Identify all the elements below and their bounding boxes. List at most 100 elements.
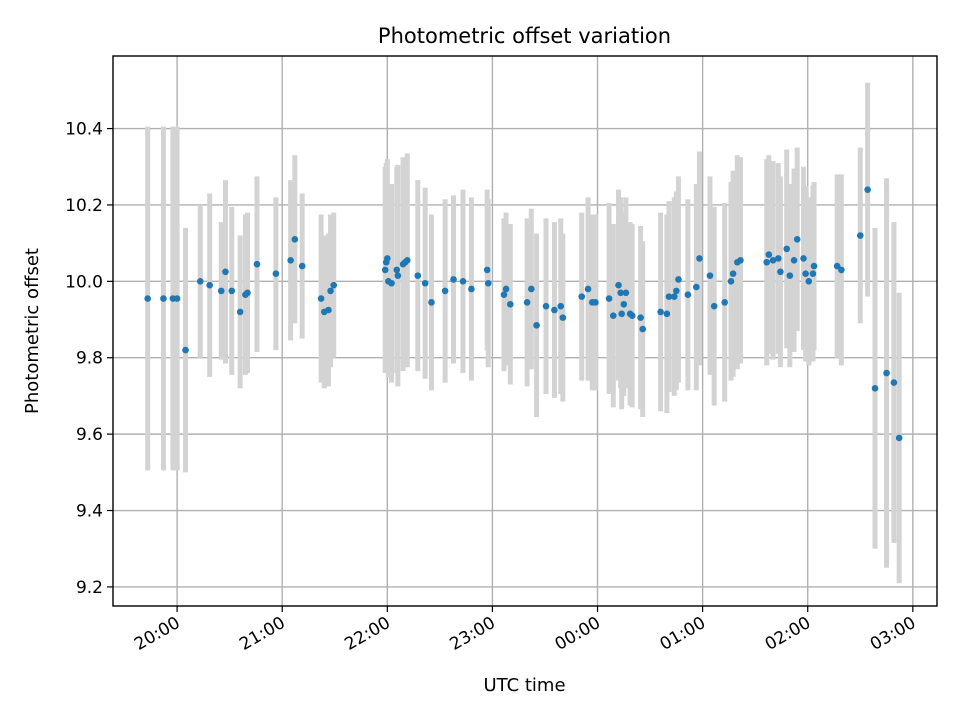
data-point — [684, 291, 692, 299]
y-tick-label: 9.6 — [76, 425, 103, 445]
data-point — [890, 379, 898, 386]
data-point — [675, 276, 682, 283]
data-point — [774, 255, 782, 262]
data-point — [883, 369, 890, 377]
data-point — [578, 293, 586, 300]
x-tick-label: 23:00 — [446, 613, 498, 655]
data-point — [615, 281, 622, 289]
data-point — [403, 257, 411, 264]
data-point — [786, 272, 794, 279]
plot-frame — [112, 55, 938, 607]
x-tick-label: 03:00 — [867, 613, 919, 655]
data-point — [441, 287, 449, 295]
data-point — [253, 260, 261, 268]
data-point — [710, 302, 718, 310]
y-tick-label: 9.4 — [76, 502, 103, 522]
data-point — [793, 236, 801, 243]
y-tick-label: 10.0 — [65, 272, 103, 292]
data-point — [584, 285, 592, 293]
y-axis-ticks: 9.2 9.4 9.6 9.8 10.0 10.2 10.4 — [65, 120, 113, 598]
y-tick-label: 10.4 — [65, 120, 103, 140]
x-tick-label: 01:00 — [657, 613, 709, 655]
data-point — [244, 289, 251, 297]
data-point — [428, 299, 435, 306]
data-point — [639, 325, 647, 333]
data-point — [729, 270, 737, 278]
data-point — [833, 262, 841, 270]
data-point — [222, 268, 229, 276]
data-point — [637, 314, 644, 321]
data-point — [384, 255, 391, 262]
data-point — [393, 266, 401, 274]
data-point — [871, 384, 879, 392]
data-point — [557, 302, 565, 310]
data-point — [291, 236, 299, 243]
y-tick-label: 10.2 — [65, 196, 103, 216]
data-point — [196, 278, 204, 285]
data-point — [394, 272, 402, 279]
data-point — [298, 262, 306, 270]
x-axis-ticks: 20:00 21:00 22:00 23:00 00:00 01:00 02:00 03:00 — [131, 606, 919, 655]
data-point — [217, 287, 225, 295]
data-point — [236, 308, 244, 316]
data-point — [800, 255, 807, 262]
data-point — [665, 293, 673, 300]
data-point — [657, 308, 664, 316]
data-point — [388, 279, 395, 287]
y-tick-label: 9.8 — [76, 349, 103, 369]
data-point — [805, 278, 813, 285]
x-tick-label: 22:00 — [341, 613, 393, 655]
x-tick-label: 21:00 — [236, 613, 288, 655]
data-point — [783, 245, 791, 253]
data-point — [790, 257, 798, 264]
x-tick-label: 00:00 — [552, 613, 604, 655]
data-point — [502, 285, 510, 293]
data-point — [523, 299, 531, 306]
data-point — [528, 285, 535, 293]
data-point — [533, 321, 540, 329]
data-point — [381, 266, 389, 274]
data-point — [551, 306, 558, 314]
x-axis-label: UTC time — [483, 675, 565, 696]
data-point — [287, 257, 294, 264]
data-point — [620, 300, 628, 308]
data-point — [450, 276, 457, 283]
data-point — [628, 312, 636, 320]
data-point — [721, 299, 728, 306]
data-point — [317, 295, 325, 302]
data-point — [542, 302, 550, 310]
data-point — [330, 281, 338, 289]
data-point — [325, 306, 332, 314]
data-point — [809, 270, 817, 278]
data-point — [206, 281, 213, 289]
data-point — [618, 310, 625, 318]
data-point — [693, 283, 700, 291]
data-point — [763, 258, 771, 266]
data-point — [182, 346, 189, 354]
data-points — [144, 186, 903, 442]
data-point — [605, 295, 613, 302]
data-point — [696, 255, 703, 262]
data-point — [777, 268, 784, 276]
data-point — [727, 278, 735, 285]
data-point — [622, 289, 630, 297]
data-point — [459, 278, 467, 285]
data-point — [864, 186, 871, 193]
data-point — [272, 270, 280, 278]
data-point — [173, 295, 181, 302]
data-point — [592, 299, 599, 306]
data-point — [144, 295, 151, 302]
data-point — [228, 287, 236, 295]
x-tick-label: 20:00 — [131, 613, 183, 655]
data-point — [838, 266, 845, 274]
y-tick-label: 9.2 — [76, 578, 103, 598]
data-point — [663, 310, 671, 318]
data-point — [484, 279, 492, 287]
data-point — [617, 289, 624, 297]
data-point — [500, 291, 508, 299]
data-point — [895, 434, 903, 442]
data-point — [421, 279, 429, 287]
data-point — [327, 287, 334, 295]
x-tick-label: 02:00 — [762, 613, 814, 655]
